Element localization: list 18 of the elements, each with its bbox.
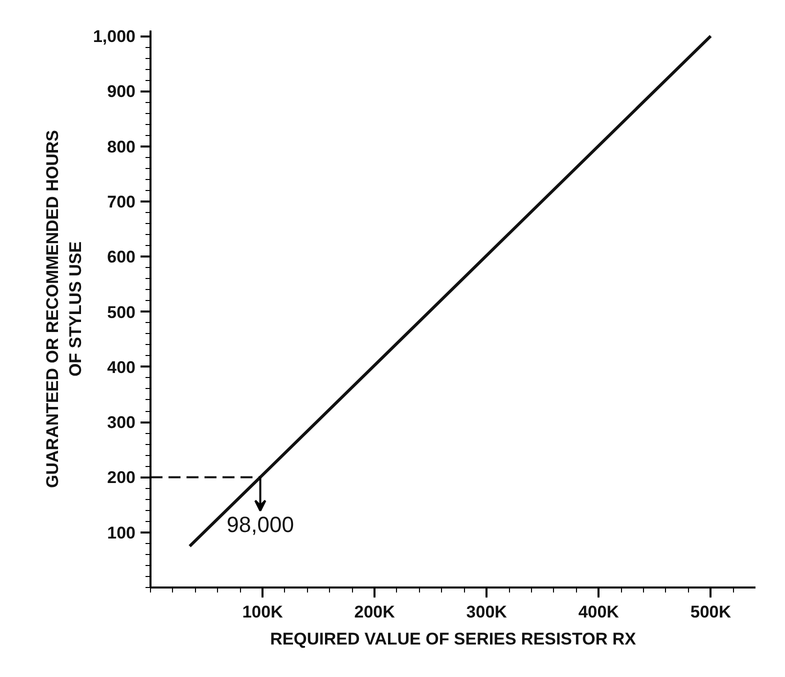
y-tick-label: 300 (107, 413, 136, 432)
y-tick-label: 800 (107, 137, 136, 156)
annotation: 98,000 (226, 512, 294, 538)
y-tick-label: 1,000 (92, 27, 136, 46)
x-axis-title: REQUIRED VALUE OF SERIES RESISTOR RX (270, 630, 637, 648)
x-tick-label: 300K (466, 602, 508, 622)
y-tick-label: 700 (107, 192, 136, 212)
y-tick-label: 500 (107, 302, 136, 322)
y-tick-label: 600 (107, 248, 136, 267)
y-tick-label: 900 (107, 82, 136, 102)
y-axis-title: GUARANTEED OR RECOMMENDED HOURS OF STYLUS USE (43, 130, 85, 488)
x-tick-label: 400K (578, 602, 620, 622)
y-tick-label: 400 (107, 358, 136, 377)
x-tick-label: 100K (242, 602, 284, 622)
x-tick-label: 200K (354, 602, 396, 622)
y-tick-label: 200 (107, 468, 136, 488)
x-tick-label: 500K (690, 602, 732, 622)
y-tick-label: 100 (107, 523, 136, 542)
